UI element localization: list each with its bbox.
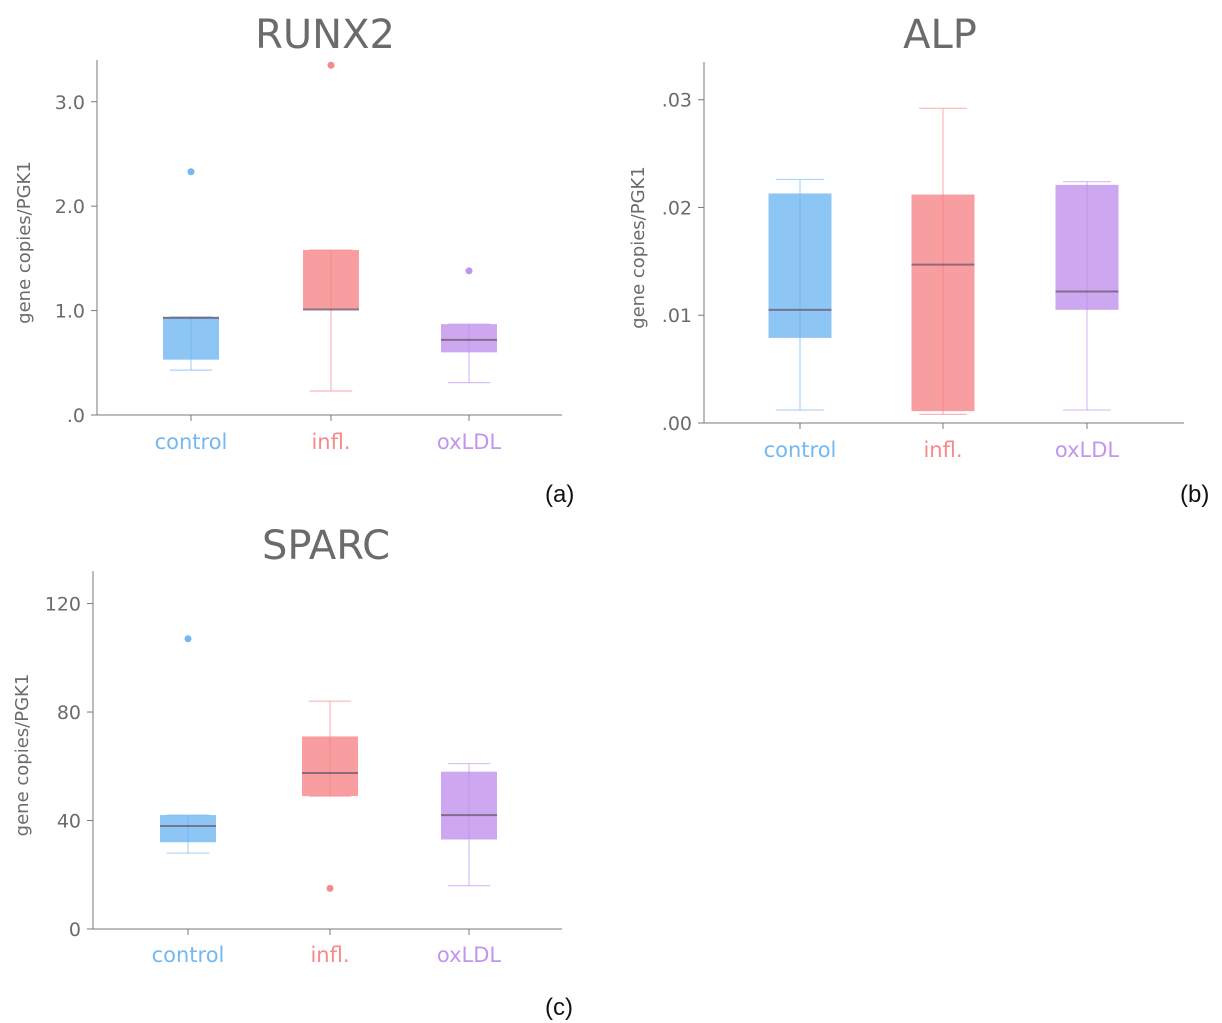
- y-tick-label: .0: [67, 405, 85, 427]
- panel-label-c: (c): [545, 994, 573, 1021]
- oxldl-box-group: [1055, 181, 1119, 411]
- x-tick-label-control: control: [152, 943, 225, 967]
- oxldl-box-group: [441, 762, 497, 887]
- sparc-chart-panel: SPARC gene copies/PGK1 0 40 80 120 control infl…: [0, 515, 600, 980]
- runx2-title: RUNX2: [255, 12, 395, 58]
- sparc-boxplot: SPARC gene copies/PGK1 0 40 80 120 control infl…: [12, 523, 562, 967]
- panel-label-b: (b): [1180, 481, 1210, 508]
- runx2-chart-panel: RUNX2 gene copies/PGK1 .0 1.0 2.0 3.0 control i…: [0, 0, 600, 470]
- y-tick-label: .01: [662, 305, 692, 327]
- y-axis-label: gene copies/PGK1: [628, 166, 649, 329]
- infl-box-group: [303, 61, 359, 392]
- oxldl-outlier-point: [465, 267, 473, 275]
- control-outlier-point: [184, 635, 192, 643]
- x-tick-label-control: control: [764, 438, 837, 462]
- alp-boxplot: ALP gene copies/PGK1 .00 .01 .02 .03 control in…: [628, 12, 1184, 462]
- x-tick-label-infl: infl.: [311, 430, 350, 454]
- oxldl-box-group: [441, 267, 497, 384]
- y-axis-label: gene copies/PGK1: [12, 674, 33, 837]
- y-tick-label: 3.0: [55, 92, 85, 114]
- control-outlier-point: [187, 168, 195, 176]
- y-tick-label: 0: [69, 919, 81, 941]
- control-box-group: [163, 168, 219, 371]
- x-tick-label-oxldl: oxLDL: [1055, 438, 1120, 462]
- y-tick-label: 1.0: [55, 301, 85, 323]
- control-box-group: [160, 635, 216, 854]
- y-tick-label: .03: [662, 90, 692, 112]
- alp-title: ALP: [903, 12, 977, 58]
- control-box-group: [768, 178, 832, 411]
- infl-outlier-point: [327, 61, 335, 69]
- y-tick-label: 120: [45, 594, 81, 616]
- panel-label-a: (a): [545, 481, 575, 508]
- y-tick-label: .00: [662, 413, 692, 435]
- infl-outlier-point: [326, 884, 334, 892]
- y-axis-label: gene copies/PGK1: [14, 161, 35, 324]
- y-tick-label: 2.0: [55, 196, 85, 218]
- x-tick-label-infl: infl.: [310, 943, 349, 967]
- x-tick-label-oxldl: oxLDL: [437, 430, 502, 454]
- infl-box-group: [911, 107, 975, 415]
- runx2-boxplot: RUNX2 gene copies/PGK1 .0 1.0 2.0 3.0 control i…: [14, 12, 562, 454]
- y-tick-label: 40: [57, 811, 81, 833]
- alp-chart-panel: ALP gene copies/PGK1 .00 .01 .02 .03 control in…: [612, 0, 1217, 470]
- x-tick-label-control: control: [155, 430, 228, 454]
- y-tick-label: 80: [57, 702, 81, 724]
- sparc-title: SPARC: [262, 523, 390, 569]
- infl-box-group: [302, 700, 358, 892]
- x-tick-label-oxldl: oxLDL: [437, 943, 502, 967]
- y-tick-label: .02: [662, 197, 692, 219]
- x-tick-label-infl: infl.: [923, 438, 962, 462]
